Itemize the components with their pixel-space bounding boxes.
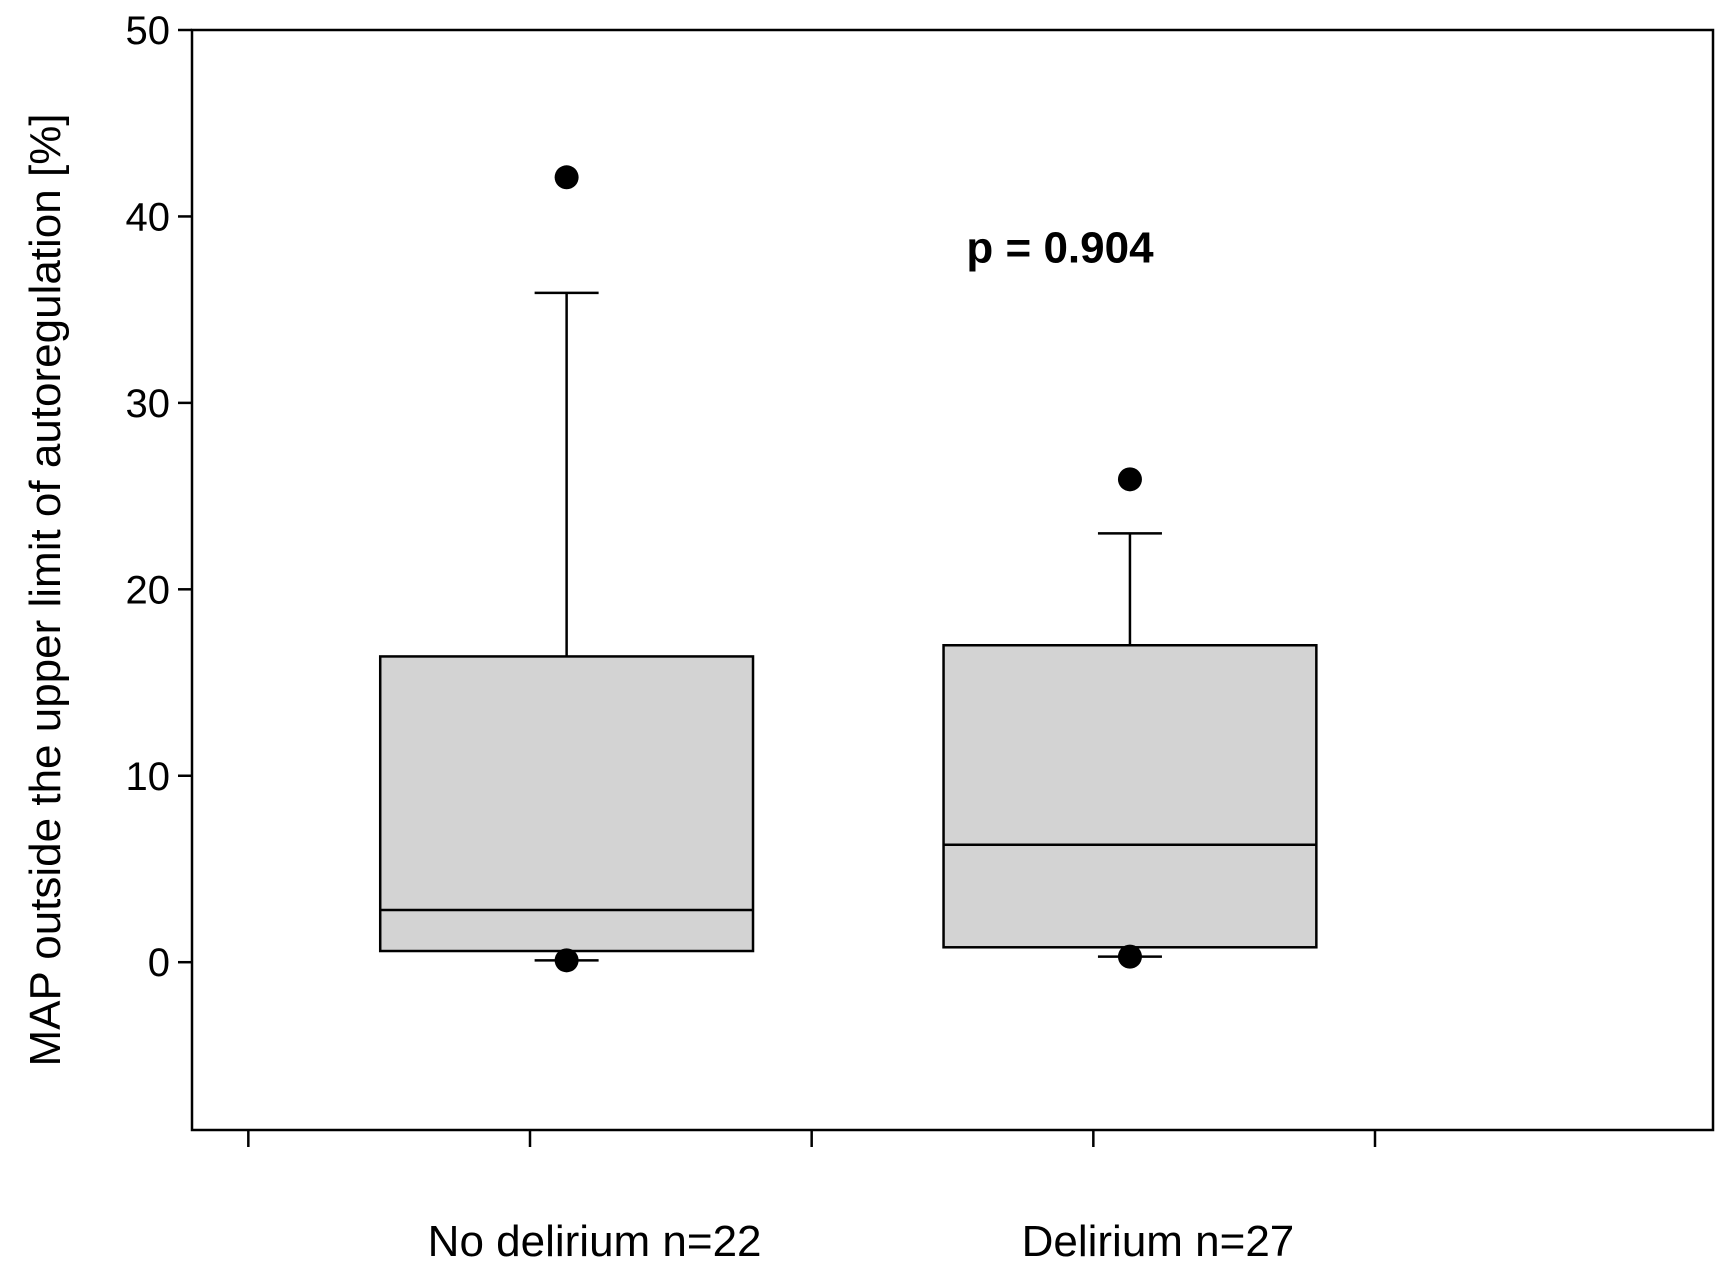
y-axis: 0 10 20 30 40 50 <box>126 9 192 985</box>
outlier-point <box>554 948 579 973</box>
outlier-point <box>554 165 579 190</box>
outlier-point <box>1117 467 1142 492</box>
box-group <box>378 165 755 973</box>
y-tick-label: 20 <box>126 568 171 612</box>
x-axis: No delirium n=22 Delirium n=27 <box>247 1130 1377 1266</box>
x-category-label: Delirium n=27 <box>1022 1217 1295 1266</box>
p-value-annotation: p = 0.904 <box>966 223 1154 272</box>
plot-frame <box>190 28 1715 1132</box>
x-category-label: No delirium n=22 <box>428 1217 762 1266</box>
box-group <box>942 467 1318 969</box>
y-axis-label: MAP outside the upper limit of autoregul… <box>21 113 70 1066</box>
box <box>942 644 1318 949</box>
box <box>378 655 755 953</box>
y-tick-label: 30 <box>126 382 171 426</box>
box-series <box>378 165 1318 973</box>
y-tick-label: 50 <box>126 9 171 53</box>
y-tick-label: 0 <box>148 941 170 985</box>
outlier-point <box>1117 944 1142 969</box>
y-tick-label: 40 <box>126 195 171 239</box>
y-tick-label: 10 <box>126 755 171 799</box>
